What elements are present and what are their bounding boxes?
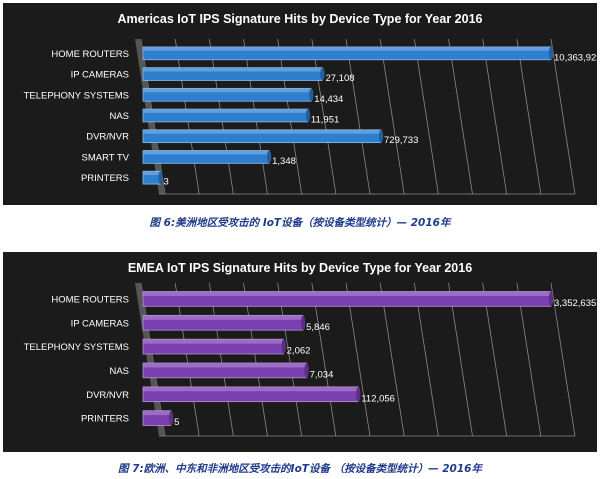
emea-category-label: IP CAMERAS: [71, 318, 129, 329]
emea-bar-cap: [356, 386, 361, 402]
emea-gridline: [448, 282, 473, 437]
americas-bar-highlight: [143, 46, 551, 51]
emea-category-label: NAS: [109, 366, 129, 377]
americas-gridline: [379, 38, 405, 195]
emea-chart-panel: EMEA IoT IPS Signature Hits by Device Ty…: [3, 252, 597, 452]
emea-bar-highlight: [143, 315, 304, 320]
emea-bar-highlight: [143, 386, 359, 392]
americas-gridline: [516, 38, 542, 195]
americas-value-label: 729,733: [384, 135, 418, 146]
emea-figure-caption: 图 7:欧洲、中东和非洲地区受攻击的IoT设备 （按设备类型统计）— 2016年: [118, 463, 482, 475]
emea-value-label: 112,056: [361, 393, 395, 404]
americas-category-label: TELEPHONY SYSTEMS: [24, 90, 129, 101]
emea-category-label: DVR/NVR: [86, 390, 129, 401]
americas-chart-panel: Americas IoT IPS Signature Hits by Devic…: [3, 3, 597, 205]
americas-gridline: [311, 38, 337, 195]
americas-bar-cap: [378, 129, 384, 143]
americas-bar-highlight: [143, 171, 161, 176]
americas-value-label: 10,363,922,844: [554, 52, 597, 63]
emea-gridline: [413, 282, 439, 437]
americas-category-label: SMART TV: [81, 152, 129, 163]
emea-gridline: [482, 282, 508, 437]
emea-bar-cap: [300, 315, 306, 331]
americas-bar-cap: [305, 109, 311, 122]
emea-bar-highlight: [143, 339, 284, 344]
emea-value-label: 5: [174, 417, 179, 428]
americas-bar-highlight: [143, 150, 270, 155]
emea-value-label: 5,846: [306, 322, 330, 333]
emea-chart-title: EMEA IoT IPS Signature Hits by Device Ty…: [127, 261, 473, 275]
emea-bar-cap: [304, 363, 309, 378]
emea-category-label: TELEPHONY SYSTEMS: [24, 342, 129, 353]
americas-bar-highlight: [143, 109, 308, 113]
americas-value-label: 27,108: [325, 73, 354, 84]
emea-gridline: [379, 282, 405, 437]
emea-bar-highlight: [143, 410, 172, 416]
emea-bar-chart: HOME ROUTERS 3,352,635,066 IP CAMERAS 5,846…: [24, 282, 597, 437]
emea-value-label: 2,062: [287, 346, 311, 357]
emea-category-label: HOME ROUTERS: [51, 294, 129, 305]
emea-gridline: [550, 282, 576, 437]
americas-value-label: 14,434: [314, 94, 343, 105]
emea-gridline: [243, 282, 268, 437]
americas-category-label: PRINTERS: [81, 173, 129, 184]
americas-bar-highlight: [143, 67, 323, 72]
americas-chart-title: Americas IoT IPS Signature Hits by Devic…: [117, 12, 483, 26]
americas-bar-cap: [320, 67, 325, 81]
americas-gridline: [345, 38, 371, 195]
emea-bar-highlight: [143, 291, 551, 296]
emea-gridline: [277, 282, 303, 437]
americas-bar-cap: [158, 171, 163, 185]
emea-gridline: [174, 282, 200, 437]
emea-value-label: 3,352,635,066: [554, 298, 597, 309]
americas-gridline: [413, 38, 439, 195]
emea-gridline: [208, 282, 234, 437]
americas-bar-chart: HOME ROUTERS 10,363,922,844 IP CAMERAS 27,1…: [24, 38, 597, 195]
emea-bar-cap: [281, 339, 286, 354]
americas-category-label: IP CAMERAS: [71, 70, 129, 81]
americas-gridline: [550, 38, 576, 195]
americas-figure-caption: 图 6:美洲地区受攻击的 IoT设备（按设备类型统计）— 2016年: [149, 217, 451, 229]
americas-bar-cap: [548, 46, 554, 60]
americas-bar-highlight: [143, 129, 382, 134]
emea-value-label: 7,034: [310, 369, 334, 380]
emea-gridline: [311, 282, 337, 437]
americas-gridline: [482, 38, 508, 195]
americas-category-label: DVR/NVR: [86, 132, 129, 143]
americas-value-label: 1,348: [272, 156, 296, 167]
emea-gridline: [516, 282, 542, 437]
emea-category-label: PRINTERS: [81, 414, 129, 425]
americas-value-label: 3: [164, 177, 169, 188]
americas-gridline: [448, 38, 473, 195]
americas-category-label: HOME ROUTERS: [51, 49, 129, 60]
emea-bar-highlight: [143, 363, 307, 368]
americas-bar-highlight: [143, 88, 312, 93]
emea-gridline: [345, 282, 371, 437]
emea-bar-cap: [548, 291, 554, 307]
americas-value-label: 11,951: [311, 115, 339, 126]
emea-bar-cap: [168, 410, 174, 426]
americas-category-label: NAS: [109, 111, 129, 122]
americas-bar-cap: [309, 88, 314, 102]
americas-bar-cap: [266, 150, 272, 164]
